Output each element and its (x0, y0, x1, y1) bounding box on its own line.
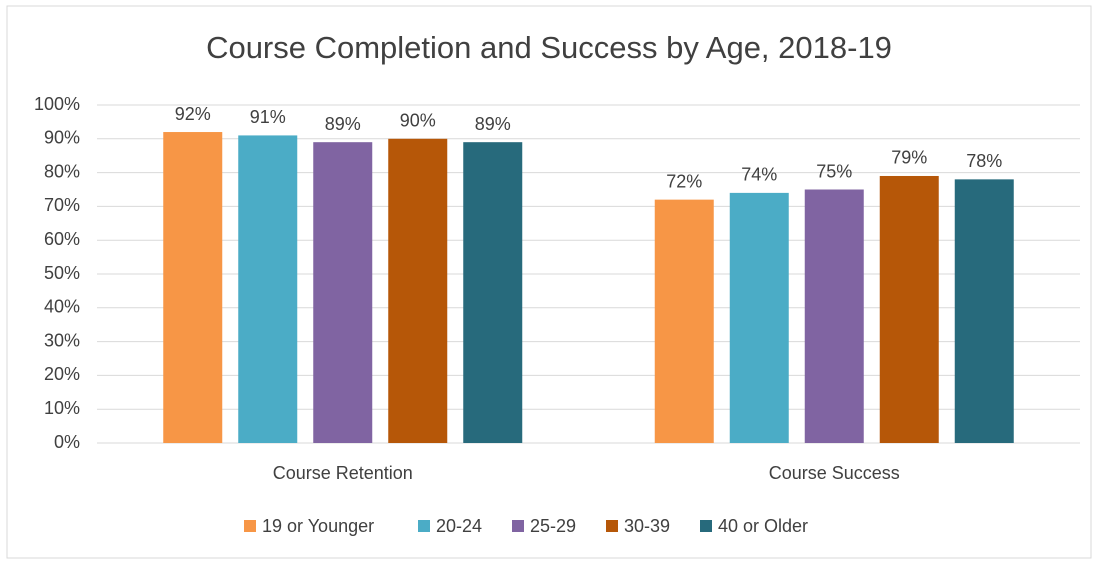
y-tick-label: 90% (44, 128, 80, 148)
bar (879, 175, 939, 444)
data-label: 89% (325, 114, 361, 134)
chart-title: Course Completion and Success by Age, 20… (206, 30, 892, 65)
x-tick-label: Course Success (769, 463, 900, 483)
legend-label: 40 or Older (718, 516, 808, 536)
bar (729, 192, 789, 443)
legend-label: 25-29 (530, 516, 576, 536)
bar (463, 142, 523, 443)
bar (654, 199, 714, 443)
x-tick-label: Course Retention (273, 463, 413, 483)
y-tick-label: 20% (44, 364, 80, 384)
y-tick-label: 10% (44, 398, 80, 418)
legend-label: 20-24 (436, 516, 482, 536)
data-label: 78% (966, 151, 1002, 171)
bar (238, 135, 298, 444)
bar (388, 138, 448, 444)
legend-swatch (512, 520, 524, 532)
legend-swatch (606, 520, 618, 532)
data-label: 91% (250, 107, 286, 127)
data-label: 89% (475, 114, 511, 134)
data-label: 92% (175, 104, 211, 124)
data-label: 75% (816, 161, 852, 181)
bar (313, 142, 373, 443)
data-label: 74% (741, 165, 777, 185)
y-tick-label: 70% (44, 195, 80, 215)
y-tick-label: 60% (44, 229, 80, 249)
data-label: 79% (891, 148, 927, 168)
bar (954, 179, 1014, 444)
y-tick-label: 50% (44, 263, 80, 283)
data-label: 72% (666, 171, 702, 191)
y-tick-label: 0% (54, 432, 80, 452)
y-tick-label: 30% (44, 330, 80, 350)
legend-label: 30-39 (624, 516, 670, 536)
y-tick-label: 80% (44, 161, 80, 181)
y-tick-label: 100% (34, 94, 80, 114)
legend-swatch (418, 520, 430, 532)
bar (804, 189, 864, 443)
data-label: 90% (400, 111, 436, 131)
bar (163, 132, 223, 444)
y-tick-label: 40% (44, 297, 80, 317)
legend-label: 19 or Younger (262, 516, 374, 536)
legend-swatch (700, 520, 712, 532)
legend-swatch (244, 520, 256, 532)
